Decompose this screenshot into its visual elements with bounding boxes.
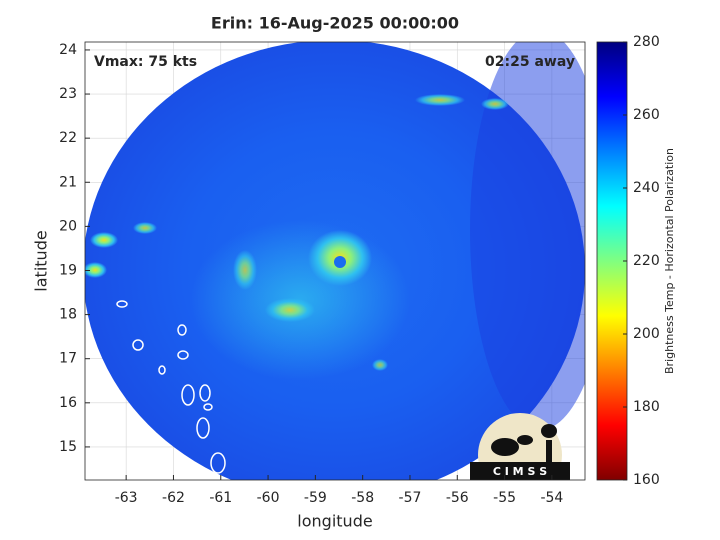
x-tick-label: -59: [304, 490, 327, 506]
y-tick-label: 17: [59, 351, 77, 367]
x-tick-label: -62: [162, 490, 185, 506]
colorbar-tick-label: 200: [633, 326, 660, 342]
x-tick-label: -54: [540, 490, 563, 506]
y-tick-label: 24: [59, 42, 77, 58]
y-tick-label: 18: [59, 307, 77, 323]
colorbar-tick-label: 220: [633, 253, 660, 269]
cloud: [133, 222, 157, 234]
colorbar-tick-label: 160: [633, 472, 660, 488]
colorbar-tick-label: 260: [633, 107, 660, 123]
annotation: 02:25 away: [485, 54, 575, 70]
x-tick-label: -55: [493, 490, 516, 506]
logo-text: C I M S S: [493, 465, 547, 478]
cloud: [85, 262, 107, 278]
y-tick-label: 15: [59, 439, 77, 455]
plot-frame: [84, 41, 586, 481]
rainband: [233, 250, 257, 290]
y-tick-label: 21: [59, 174, 77, 190]
x-tick-label: -61: [209, 490, 232, 506]
x-tick-label: -58: [351, 490, 374, 506]
swath-image: C I M S S: [85, 42, 585, 480]
x-tick-label: -63: [115, 490, 138, 506]
annotation: Vmax: 75 kts: [94, 54, 197, 70]
y-tick-label: 22: [59, 130, 77, 146]
cloud: [481, 98, 509, 110]
colorbar-tick-label: 240: [633, 180, 660, 196]
coastlines: [116, 300, 226, 474]
x-axis-label: longitude: [297, 512, 372, 531]
y-axis-label: latitude: [32, 230, 51, 291]
cloud: [415, 94, 465, 106]
y-tick-label: 23: [59, 86, 77, 102]
title: Erin: 16-Aug-2025 00:00:00: [211, 14, 459, 33]
colorbar: [596, 41, 628, 481]
logo: C I M S S: [470, 413, 570, 480]
colorbar-tick-label: 280: [633, 34, 660, 50]
x-tick-label: -57: [399, 490, 422, 506]
y-tick-label: 20: [59, 218, 77, 234]
eye: [334, 256, 346, 268]
x-tick-label: -60: [257, 490, 280, 506]
rainband: [265, 298, 315, 322]
colorbar-label: Brightness Temp - Horizontal Polarizatio…: [663, 148, 676, 374]
cloud: [90, 232, 118, 248]
y-tick-label: 19: [59, 262, 77, 278]
x-tick-label: -56: [446, 490, 469, 506]
cloud: [372, 359, 388, 371]
shade: [470, 42, 585, 430]
y-tick-label: 16: [59, 395, 77, 411]
colorbar-tick-label: 180: [633, 399, 660, 415]
